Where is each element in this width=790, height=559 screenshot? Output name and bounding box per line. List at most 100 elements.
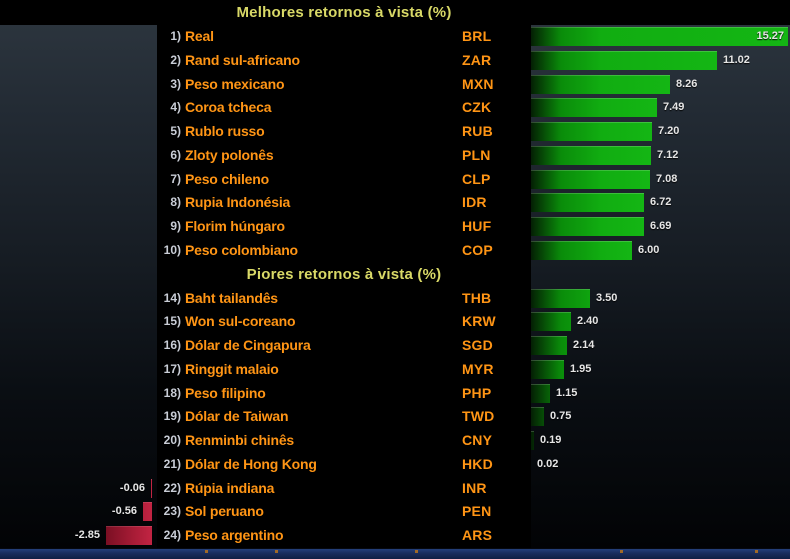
currency-name: Rand sul-africano <box>185 51 300 68</box>
axis-tick <box>205 550 208 553</box>
currency-code: PLN <box>462 146 491 163</box>
bar-value-label: 7.20 <box>658 125 680 138</box>
bar-value-label: 0.75 <box>550 410 572 423</box>
currency-code: CLP <box>462 170 491 187</box>
currency-code: KRW <box>462 313 496 330</box>
currency-row[interactable]: 18) Peso filipino PHP 1.15 <box>0 382 790 406</box>
row-rank: 14) <box>163 290 181 305</box>
positive-bar <box>531 50 717 70</box>
currency-code: HKD <box>462 455 493 472</box>
worst-returns-section-title: Piores retornos à vista (%) <box>246 265 442 283</box>
bar-value-label: 1.95 <box>570 362 592 375</box>
currency-row[interactable]: 3) Peso mexicano MXN 8.26 <box>0 73 790 97</box>
positive-bar <box>531 359 564 379</box>
row-rank: 2) <box>170 52 181 67</box>
positive-bar <box>531 407 544 427</box>
currency-row[interactable]: 6) Zloty polonês PLN 7.12 <box>0 144 790 168</box>
bar-value-label: 6.69 <box>650 220 672 233</box>
currency-row[interactable]: 23) Sol peruano PEN -0.56 <box>0 500 790 524</box>
currency-code: CZK <box>462 99 492 116</box>
bar-value-label: 0.19 <box>540 434 562 447</box>
currency-code: MXN <box>462 75 494 92</box>
positive-bar <box>531 288 590 308</box>
axis-tick <box>620 550 623 553</box>
currency-code: PEN <box>462 503 492 520</box>
currency-row[interactable]: 2) Rand sul-africano ZAR 11.02 <box>0 49 790 73</box>
positive-bar <box>531 217 644 237</box>
currency-code: INR <box>462 479 487 496</box>
bar-value-label: 15.27 <box>756 30 784 42</box>
row-rank: 18) <box>163 385 181 400</box>
bottom-panel-edge <box>0 548 790 559</box>
axis-tick <box>415 550 418 553</box>
currency-name: Baht tailandês <box>185 289 278 306</box>
currency-name: Ringgit malaio <box>185 360 279 377</box>
currency-name: Rupia Indonésia <box>185 194 291 211</box>
currency-row[interactable]: 20) Renminbi chinês CNY 0.19 <box>0 429 790 453</box>
currency-name: Coroa tcheca <box>185 99 272 116</box>
negative-bar <box>106 526 152 546</box>
currency-code: TWD <box>462 408 495 425</box>
currency-row[interactable]: 4) Coroa tcheca CZK 7.49 <box>0 96 790 120</box>
row-rank: 8) <box>170 195 181 210</box>
row-rank: 17) <box>163 361 181 376</box>
currency-name: Rublo russo <box>185 123 265 140</box>
positive-bar <box>531 169 650 189</box>
currency-row[interactable]: 17) Ringgit malaio MYR 1.95 <box>0 358 790 382</box>
row-rank: 9) <box>170 219 181 234</box>
currency-code: BRL <box>462 28 492 44</box>
axis-tick <box>275 550 278 553</box>
positive-bar <box>531 312 571 332</box>
positive-bar <box>531 145 651 165</box>
row-rank: 7) <box>170 171 181 186</box>
positive-bar <box>531 383 550 403</box>
row-rank: 23) <box>163 504 181 519</box>
negative-bar <box>143 502 152 522</box>
currency-row[interactable]: 10) Peso colombiano COP 6.00 <box>0 239 790 263</box>
currency-row[interactable]: 5) Rublo russo RUB 7.20 <box>0 120 790 144</box>
currency-code: ZAR <box>462 51 492 68</box>
currency-row[interactable]: 21) Dólar de Hong Kong HKD 0.02 <box>0 453 790 477</box>
bar-value-label: 2.14 <box>573 339 595 352</box>
currency-row[interactable]: 19) Dólar de Taiwan TWD 0.75 <box>0 405 790 429</box>
currency-row[interactable]: 22) Rúpia indiana INR -0.06 <box>0 477 790 501</box>
axis-tick <box>755 550 758 553</box>
bar-value-label: 0.02 <box>537 457 559 470</box>
bar-value-label: 7.08 <box>656 172 678 185</box>
row-rank: 22) <box>163 480 181 495</box>
bar-value-label: 6.00 <box>638 243 660 256</box>
currency-row[interactable]: 15) Won sul-coreano KRW 2.40 <box>0 310 790 334</box>
row-rank: 3) <box>170 76 181 91</box>
bar-value-label: 6.72 <box>650 196 672 209</box>
positive-bar <box>531 193 644 213</box>
currency-name: Peso colombiano <box>185 241 298 258</box>
currency-row[interactable]: 1) Real BRL 15.27 <box>0 25 790 49</box>
row-rank: 15) <box>163 314 181 329</box>
currency-row[interactable]: 16) Dólar de Cingapura SGD 2.14 <box>0 334 790 358</box>
currency-name: Dólar de Taiwan <box>185 408 289 425</box>
positive-bar <box>531 431 534 451</box>
row-rank: 6) <box>170 147 181 162</box>
currency-row[interactable]: 24) Peso argentino ARS -2.85 <box>0 524 790 548</box>
currency-code: COP <box>462 241 493 258</box>
currency-code: THB <box>462 289 492 306</box>
negative-bars-panel <box>0 25 157 548</box>
currency-row[interactable]: 9) Florim húngaro HUF 6.69 <box>0 215 790 239</box>
bar-value-label: 7.12 <box>657 148 679 161</box>
currency-row[interactable]: 8) Rupia Indonésia IDR 6.72 <box>0 191 790 215</box>
bar-value-label: 1.15 <box>556 386 578 399</box>
positive-bar <box>531 74 670 94</box>
row-rank: 21) <box>163 456 181 471</box>
currency-name: Peso mexicano <box>185 75 285 92</box>
currency-name: Rúpia indiana <box>185 479 275 496</box>
currency-row[interactable]: 14) Baht tailandês THB 3.50 <box>0 287 790 311</box>
currency-row[interactable]: 7) Peso chileno CLP 7.08 <box>0 168 790 192</box>
row-rank: 10) <box>163 242 181 257</box>
currency-name: Dólar de Hong Kong <box>185 455 317 472</box>
currency-code: SGD <box>462 337 493 354</box>
row-rank: 1) <box>170 29 181 43</box>
currency-name: Florim húngaro <box>185 218 285 235</box>
bar-value-label: -2.85 <box>74 529 100 542</box>
positive-bar <box>531 98 657 118</box>
currency-name: Zloty polonês <box>185 146 274 163</box>
